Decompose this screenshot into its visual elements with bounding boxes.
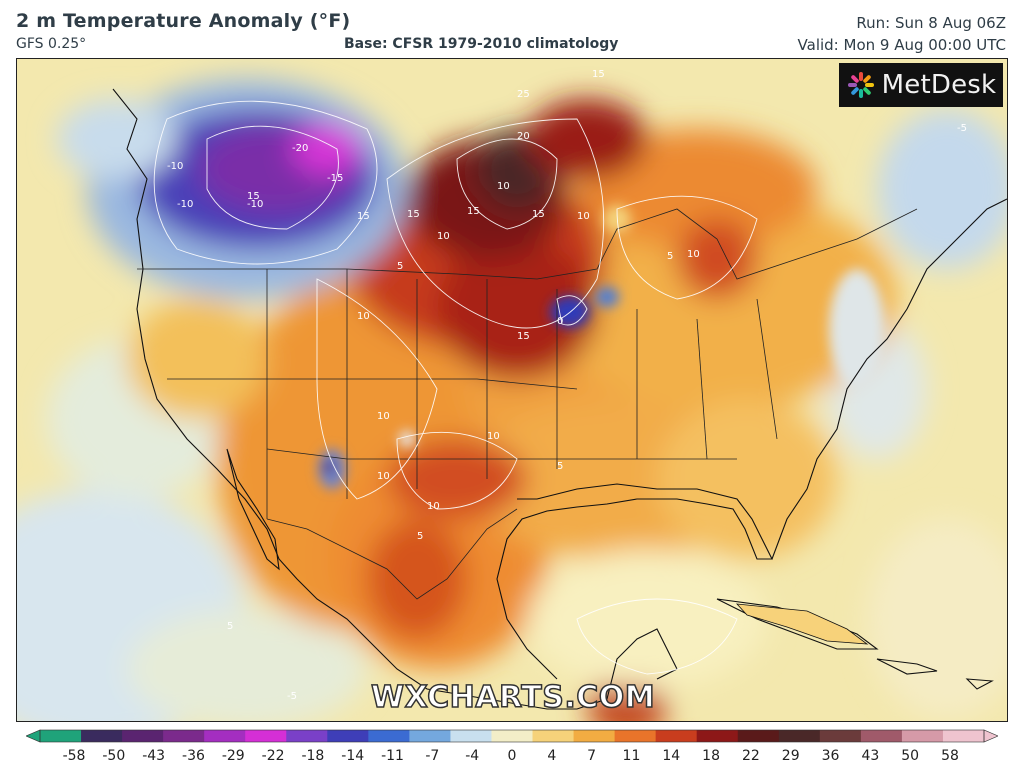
contour-label: 20 bbox=[517, 131, 530, 142]
contour-label: 15 bbox=[467, 206, 480, 217]
colorbar-ticks: -58 -50 -43 -36 -29 -22 -18 -14 -11 -7 -4 0 4 7 11 14 18… bbox=[0, 748, 1024, 768]
contour-label: 15 bbox=[247, 191, 260, 202]
contour-label: 25 bbox=[517, 89, 530, 100]
contour-label: -5 bbox=[287, 691, 297, 702]
colorbar-segment bbox=[450, 730, 492, 742]
colorbar-tick-label: -14 bbox=[341, 748, 365, 764]
climatology-base-label: Base: CFSR 1979-2010 climatology bbox=[344, 36, 619, 52]
wxcharts-watermark: WXCHARTS.COM bbox=[370, 679, 656, 716]
valid-time-label: Valid: Mon 9 Aug 00:00 UTC bbox=[797, 36, 1006, 54]
colorbar-tick-label: 36 bbox=[821, 748, 840, 764]
colorbar-tick-label: -22 bbox=[261, 748, 285, 764]
colorbar-tick-label: 50 bbox=[901, 748, 920, 764]
colorbar-segment bbox=[942, 730, 985, 742]
contour-label: -15 bbox=[327, 173, 343, 184]
colorbar-segment bbox=[573, 730, 616, 742]
contour-label: -10 bbox=[247, 199, 263, 210]
contour-label: 0 bbox=[557, 316, 563, 327]
contour-label: 10 bbox=[357, 311, 370, 322]
colorbar-tick-label: -7 bbox=[425, 748, 440, 764]
colorbar-tick-label: -43 bbox=[142, 748, 166, 764]
colorbar-segment bbox=[860, 730, 903, 742]
contour-label: 15 bbox=[592, 69, 605, 80]
borders bbox=[137, 208, 918, 600]
metdesk-logo: MetDesk bbox=[839, 63, 1003, 107]
colorbar-segment bbox=[204, 730, 246, 742]
contour-label: 5 bbox=[227, 621, 233, 632]
colorbar-tick-label: 4 bbox=[547, 748, 557, 764]
colorbar-segment bbox=[819, 730, 862, 742]
colorbar-tick-label: 22 bbox=[741, 748, 760, 764]
colorbar-segment bbox=[245, 730, 287, 742]
anomaly-field bbox=[17, 79, 1007, 721]
colorbar-segment bbox=[327, 730, 369, 742]
contour-label: 5 bbox=[557, 461, 563, 472]
colorbar-segment bbox=[532, 730, 575, 742]
colorbar-frame bbox=[39, 729, 985, 743]
contour-label: 10 bbox=[377, 411, 390, 422]
contour-label: 10 bbox=[487, 431, 500, 442]
colorbar-segment bbox=[901, 730, 944, 742]
colorbar bbox=[26, 729, 998, 743]
caribbean-islands bbox=[736, 603, 869, 645]
colorbar-tick-label: 58 bbox=[941, 748, 959, 764]
contour-label: 10 bbox=[437, 231, 450, 242]
colorbar-segment bbox=[696, 730, 739, 742]
colorbar-low-arrow bbox=[26, 729, 41, 743]
colorbar-tick-label: 29 bbox=[781, 748, 800, 764]
contour-label: 10 bbox=[427, 501, 440, 512]
colorbar-segment bbox=[409, 730, 451, 742]
colorbar-tick-label: -11 bbox=[381, 748, 404, 764]
model-label: GFS 0.25° bbox=[16, 36, 87, 52]
colorbar-segment bbox=[40, 730, 82, 742]
contour-label: 15 bbox=[517, 331, 530, 342]
colorbar-segment bbox=[163, 730, 205, 742]
contour-lines bbox=[153, 100, 758, 675]
colorbar-high-arrow bbox=[983, 729, 998, 743]
colorbar-segment bbox=[81, 730, 123, 742]
contour-label: 15 bbox=[532, 209, 545, 220]
contour-label: -5 bbox=[957, 123, 967, 134]
colorbar-segment bbox=[491, 730, 534, 742]
contour-label: 5 bbox=[667, 251, 673, 262]
run-time-label: Run: Sun 8 Aug 06Z bbox=[856, 14, 1006, 32]
contour-label: 15 bbox=[407, 209, 420, 220]
colorbar-segment bbox=[778, 730, 821, 742]
colorbar-tick-label: -50 bbox=[102, 748, 126, 764]
metdesk-flower-icon bbox=[847, 72, 874, 98]
colorbar-tick-label: 18 bbox=[702, 748, 720, 764]
contour-label: 10 bbox=[377, 471, 390, 482]
colorbar-tick-label: 43 bbox=[861, 748, 880, 764]
colorbar-segment bbox=[737, 730, 780, 742]
map-canvas: 15 15 25 20 15 10 15 15 10 5 10 15 0 10 10 10 5 10 10 5 5 10 -… bbox=[17, 59, 1007, 721]
contour-label: -10 bbox=[177, 199, 193, 210]
colorbar-segment bbox=[614, 730, 657, 742]
contour-label: -10 bbox=[167, 161, 183, 172]
colorbar-tick-label: 0 bbox=[507, 748, 517, 764]
anomaly-map[interactable]: 15 15 25 20 15 10 15 15 10 5 10 15 0 10 10 10 5 10 10 5 5 10 -… bbox=[16, 58, 1008, 722]
colorbar-tick-label: 7 bbox=[587, 748, 597, 764]
contour-label: 10 bbox=[577, 211, 590, 222]
colorbar-tick-label: 11 bbox=[622, 748, 641, 764]
colorbar-tick-label: -4 bbox=[465, 748, 480, 764]
colorbar-segment bbox=[122, 730, 164, 742]
colorbar-tick-label: -29 bbox=[221, 748, 245, 764]
colorbar-tick-label: -58 bbox=[62, 748, 86, 764]
coastlines bbox=[112, 88, 1007, 710]
contour-label: -20 bbox=[292, 143, 308, 154]
colorbar-segment bbox=[286, 730, 328, 742]
contour-label: 10 bbox=[687, 249, 700, 260]
contour-label: 5 bbox=[397, 261, 403, 272]
colorbar-tick-label: 14 bbox=[662, 748, 681, 764]
colorbar-tick-label: -36 bbox=[182, 748, 205, 764]
contour-label: 10 bbox=[497, 181, 510, 192]
colorbar-segment bbox=[655, 730, 698, 742]
colorbar-segment bbox=[368, 730, 410, 742]
contour-label: 15 bbox=[357, 211, 370, 222]
contour-label: 5 bbox=[417, 531, 423, 542]
metdesk-logo-text: MetDesk bbox=[881, 70, 997, 100]
chart-title: 2 m Temperature Anomaly (°F) bbox=[16, 10, 351, 32]
colorbar-tick-label: -18 bbox=[301, 748, 325, 764]
contour-labels: 15 15 25 20 15 10 15 15 10 5 10 15 0 10 10 10 5 10 10 5 5 10 -… bbox=[167, 69, 967, 702]
